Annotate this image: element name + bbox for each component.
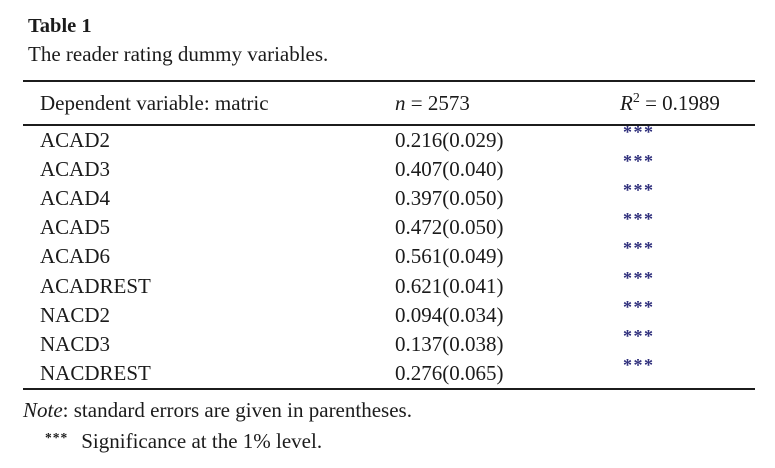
- table-note: Note: standard errors are given in paren…: [23, 396, 755, 424]
- row-coefficient-value: 0.472(0.050): [395, 215, 504, 240]
- row-coefficient-value: 0.561(0.049): [395, 244, 504, 269]
- significance-footnote: *** Significance at the 1% level.: [23, 424, 755, 455]
- table-bottom-rule: [23, 387, 755, 390]
- table-row: ACAD2 0.216(0.029) ***: [23, 122, 755, 155]
- row-significance-stars: ***: [623, 325, 655, 346]
- n-value: = 2573: [410, 90, 470, 115]
- table-row: ACAD3 0.407(0.040) ***: [23, 151, 755, 184]
- row-coefficient-value: 0.621(0.041): [395, 273, 504, 298]
- row-variable-label: ACAD2: [40, 128, 111, 153]
- row-variable-label: NACD3: [40, 331, 111, 356]
- header-r-squared-stat: R2 = 0.1989: [620, 91, 755, 116]
- table-row: ACAD4 0.397(0.050) ***: [23, 180, 755, 213]
- row-variable-label: ACAD5: [40, 215, 111, 240]
- table-row: NACDREST 0.276(0.065) ***: [23, 355, 755, 388]
- table-row: ACAD5 0.472(0.050) ***: [23, 209, 755, 242]
- row-significance-stars: ***: [623, 267, 655, 288]
- table-row: NACD2 0.094(0.034) ***: [23, 297, 755, 330]
- row-significance-stars: ***: [623, 354, 655, 375]
- header-dependent-variable: Dependent variable: matric: [40, 90, 269, 115]
- row-coefficient-value: 0.407(0.040): [395, 157, 504, 182]
- row-significance-stars: ***: [623, 122, 655, 143]
- paper-table-figure: Table 1 The reader rating dummy variable…: [23, 15, 755, 455]
- significance-marker: ***: [45, 429, 69, 445]
- row-coefficient-value: 0.397(0.050): [395, 186, 504, 211]
- significance-text: Significance at the 1% level.: [81, 428, 323, 453]
- row-significance-stars: ***: [623, 151, 655, 172]
- row-variable-label: ACADREST: [40, 273, 151, 298]
- row-coefficient-value: 0.094(0.034): [395, 302, 504, 327]
- row-coefficient-value: 0.216(0.029): [395, 128, 504, 153]
- table-title: Table 1: [28, 15, 92, 37]
- n-symbol: n: [395, 90, 406, 115]
- row-variable-label: ACAD6: [40, 244, 111, 269]
- table-body: ACAD2 0.216(0.029) *** ACAD3 0.407(0.040…: [23, 122, 755, 388]
- r-symbol: R: [620, 90, 633, 115]
- table-mid-rule: [23, 124, 755, 126]
- table-row: ACAD6 0.561(0.049) ***: [23, 238, 755, 271]
- row-variable-label: ACAD4: [40, 186, 111, 211]
- r-superscript: 2: [632, 90, 640, 106]
- row-variable-label: ACAD3: [40, 157, 111, 182]
- row-significance-stars: ***: [623, 238, 655, 259]
- row-variable-label: NACD2: [40, 302, 111, 327]
- row-coefficient-value: 0.137(0.038): [395, 331, 504, 356]
- table-row: ACADREST 0.621(0.041) ***: [23, 267, 755, 300]
- table-caption: The reader rating dummy variables.: [28, 42, 329, 66]
- row-variable-label: NACDREST: [40, 360, 151, 385]
- row-significance-stars: ***: [623, 296, 655, 317]
- table-row: NACD3 0.137(0.038) ***: [23, 326, 755, 359]
- row-coefficient-value: 0.276(0.065): [395, 360, 504, 385]
- row-significance-stars: ***: [623, 180, 655, 201]
- table-header-row: Dependent variable: matric n = 2573 R2 =…: [23, 82, 755, 124]
- header-n-stat: n = 2573: [395, 91, 620, 116]
- note-text: : standard errors are given in parenthes…: [62, 397, 412, 422]
- table-top-rule: [23, 80, 755, 82]
- row-significance-stars: ***: [623, 209, 655, 230]
- r-squared-value: = 0.1989: [645, 90, 720, 115]
- note-label: Note: [23, 397, 63, 422]
